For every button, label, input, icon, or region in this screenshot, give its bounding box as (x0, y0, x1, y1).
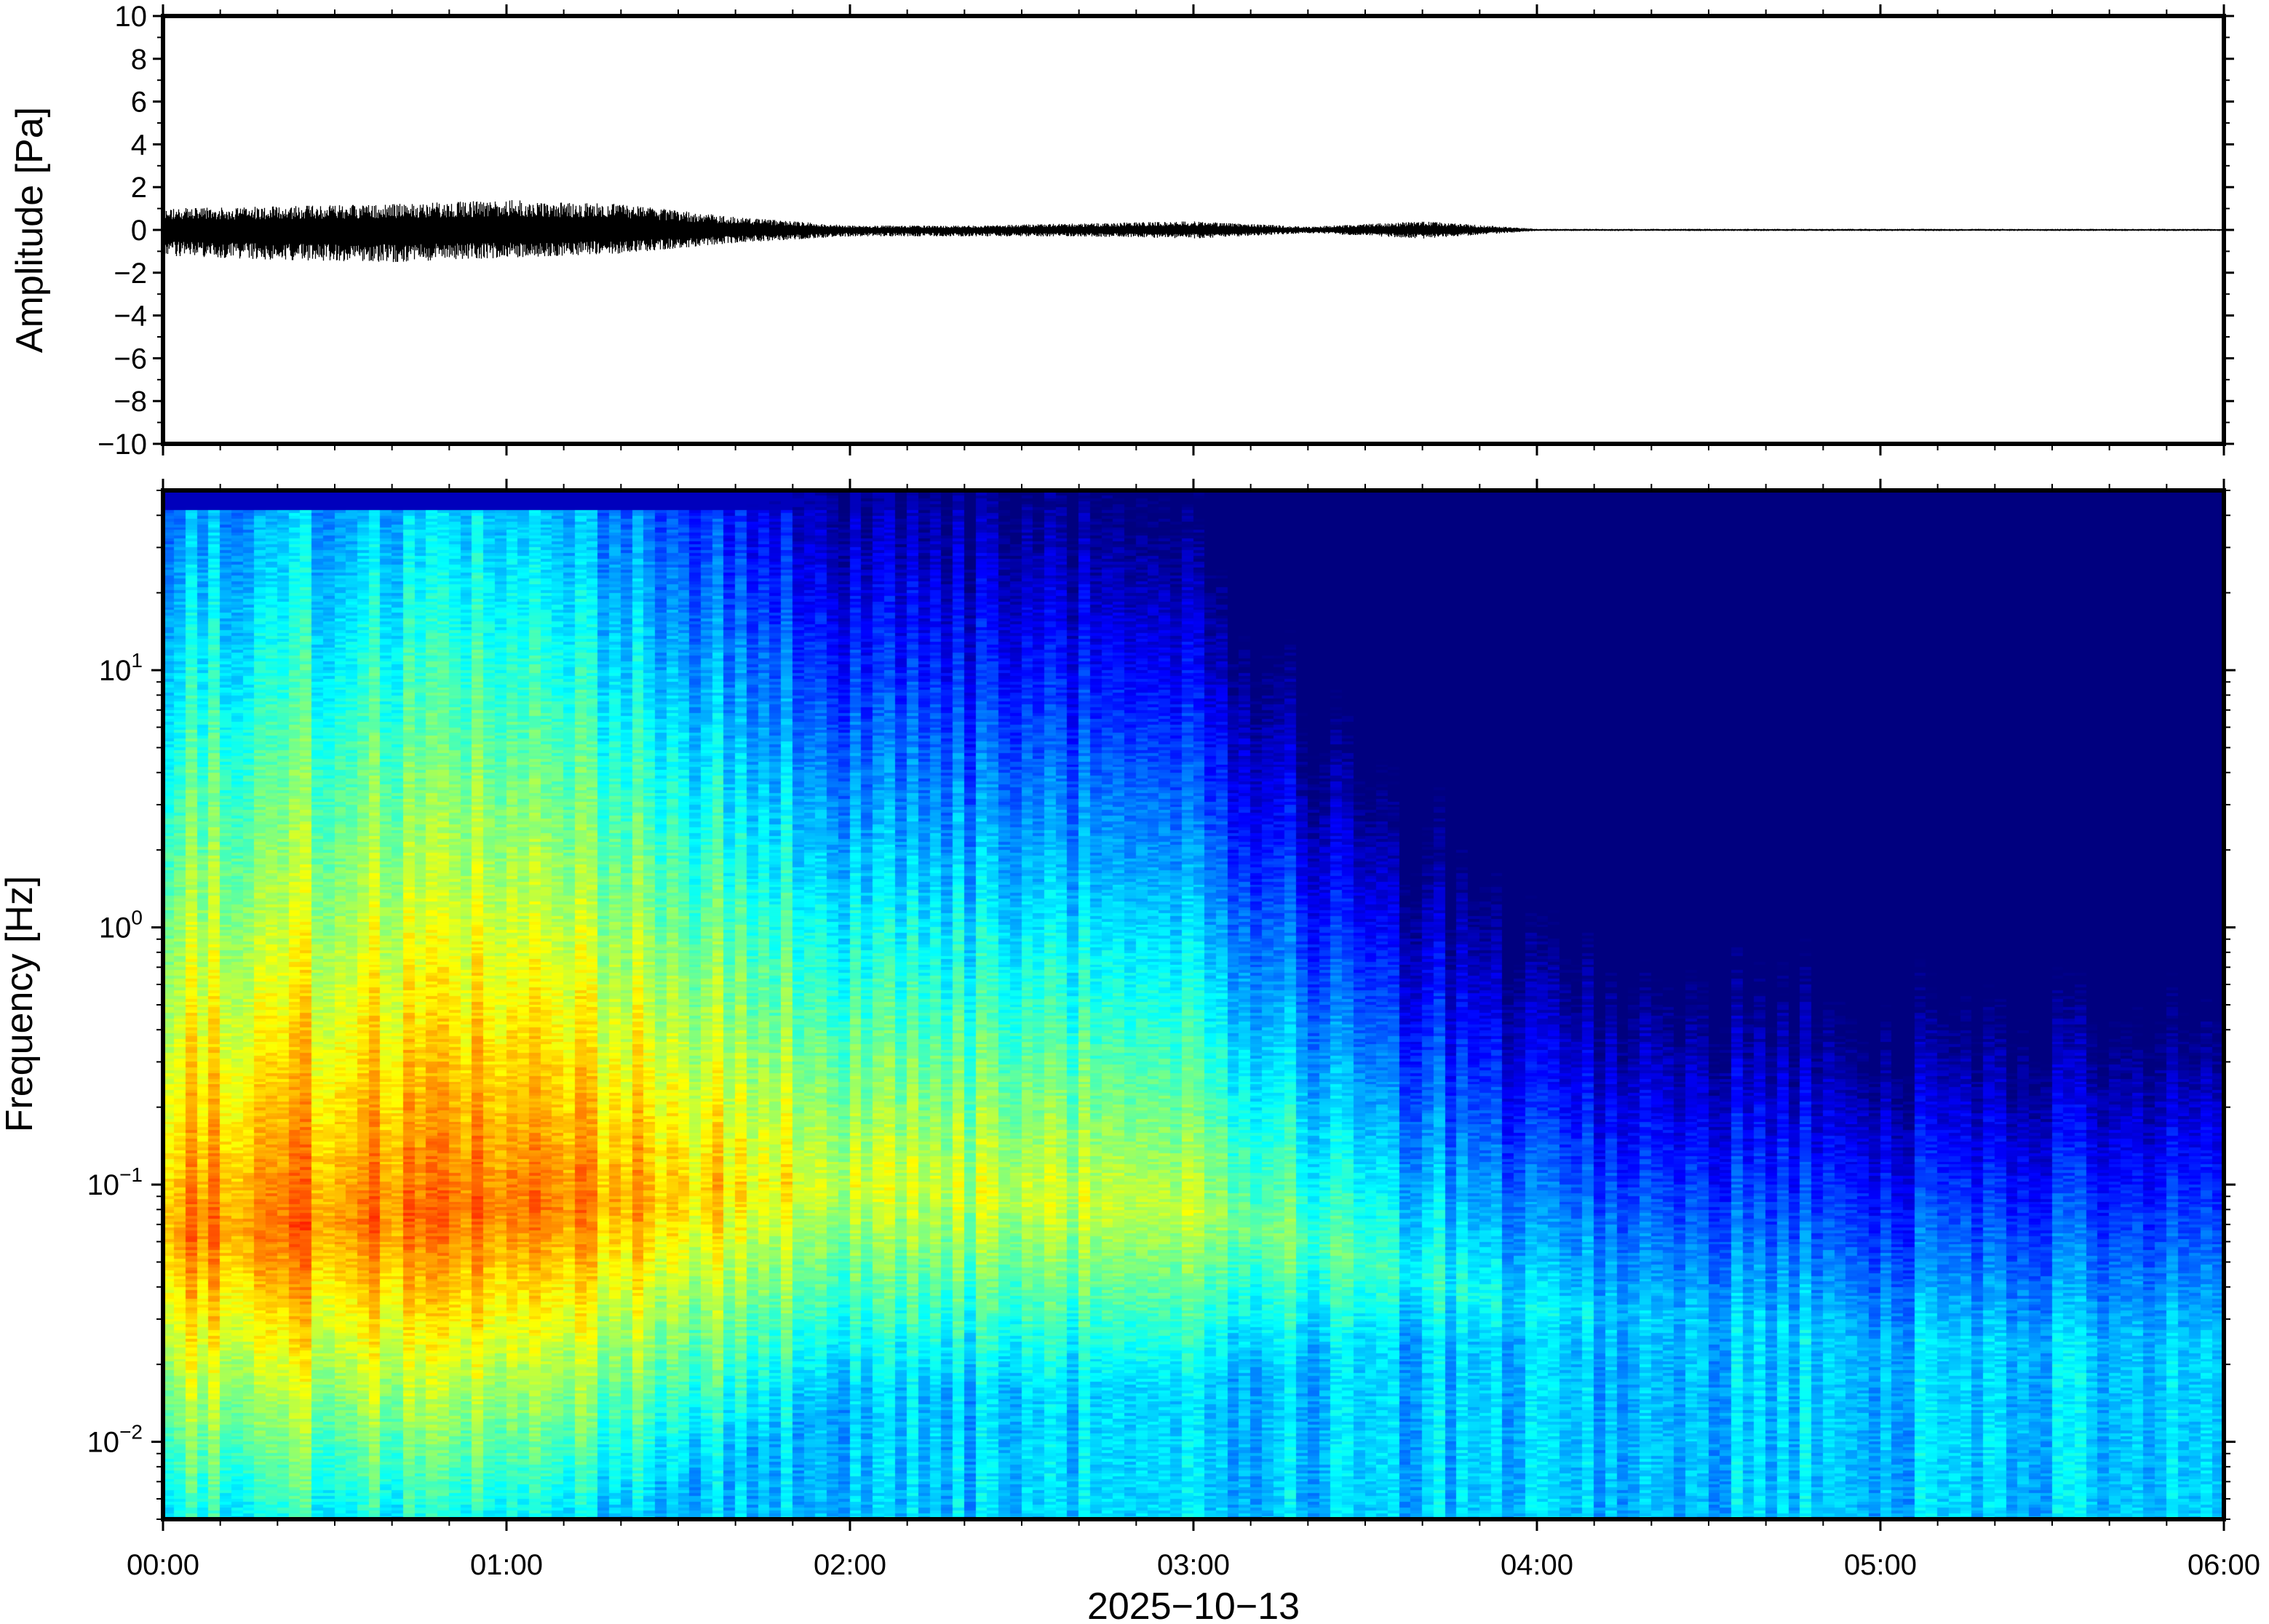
spectrogram-x-tick-label: 05:00 (1844, 1549, 1917, 1581)
waveform-y-tick-label: 0 (131, 215, 147, 247)
waveform-y-tick-label: −8 (114, 386, 147, 418)
waveform-y-tick-label: −4 (114, 300, 147, 333)
waveform-y-axis-title: Amplitude [Pa] (9, 107, 51, 353)
waveform-y-axis: 10 8 6 4 2 0 −2 −4 −6 −8 −10 (98, 1, 2234, 461)
spectrogram-x-axis: 00:00 01:00 02:00 03:00 04:00 05:00 06:00 (127, 479, 2260, 1581)
spectrogram-x-tick-label: 06:00 (2187, 1549, 2260, 1581)
waveform-y-tick-label: 8 (131, 44, 147, 76)
spectrogram-y-axis: 10−2 10−1 100 101 (87, 490, 2236, 1520)
waveform-y-tick-label: 2 (131, 172, 147, 204)
waveform-y-tick-label: −2 (114, 258, 147, 290)
spectrogram-canvas-wrap (163, 490, 2224, 1519)
waveform-panel: 10 8 6 4 2 0 −2 −4 −6 −8 −10 Amplitude [Pa] (9, 1, 2234, 461)
spectrogram-y-tick-label: 10−1 (87, 1163, 143, 1201)
spectrogram-y-axis-title: Frequency [Hz] (0, 876, 41, 1133)
spectrogram-x-tick-label: 02:00 (814, 1549, 886, 1581)
waveform-y-tick-label: 10 (115, 1, 148, 33)
spectrogram-x-tick-label: 03:00 (1157, 1549, 1230, 1581)
spectrogram-x-axis-title: 2025−10−13 (1087, 1585, 1300, 1624)
spectrogram-y-tick-label: 100 (99, 907, 143, 944)
waveform-y-tick-label: 4 (131, 129, 147, 161)
spectrogram-x-tick-label: 01:00 (470, 1549, 543, 1581)
waveform-y-tick-label: −6 (114, 343, 147, 375)
waveform-y-tick-label: 6 (131, 87, 147, 119)
spectrogram-heatmap (163, 490, 2224, 1519)
spectrogram-y-tick-label: 101 (99, 649, 143, 687)
spectrogram-x-tick-label: 04:00 (1501, 1549, 1573, 1581)
waveform-y-tick-label: −10 (98, 429, 147, 461)
waveform-x-ticks (162, 4, 2225, 455)
spectrogram-y-tick-label: 10−2 (87, 1421, 143, 1459)
spectrogram-x-tick-label: 00:00 (127, 1549, 199, 1581)
spectrogram-panel: 10−2 10−1 100 101 00:00 01:00 02:00 03:00 04:00… (0, 479, 2260, 1624)
